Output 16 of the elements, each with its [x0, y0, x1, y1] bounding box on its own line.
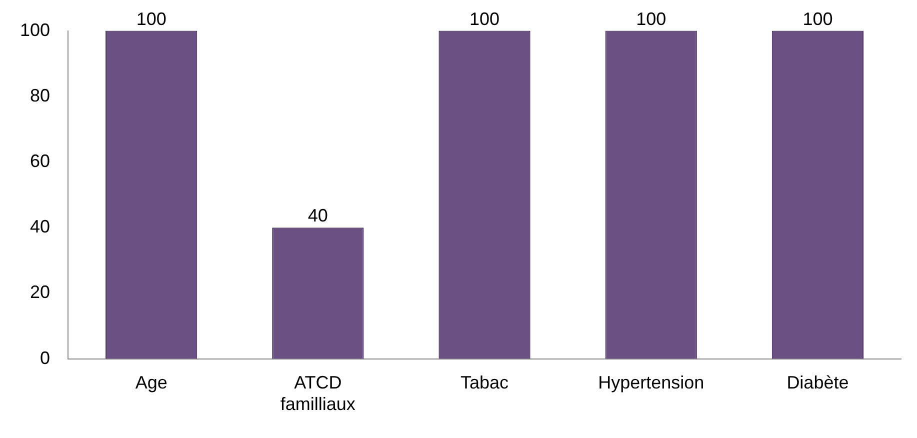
data-label: 100: [469, 8, 500, 29]
data-label: 100: [802, 8, 833, 29]
data-label: 100: [636, 8, 666, 29]
y-tick-label: 20: [30, 282, 50, 302]
y-tick-label: 0: [40, 348, 50, 368]
x-tick-label: Age: [135, 372, 168, 393]
y-tick-label: 100: [20, 20, 50, 40]
data-label: 40: [308, 206, 328, 226]
y-tick-label: 60: [30, 150, 50, 171]
data-label: 100: [136, 8, 166, 29]
y-tick-label: 80: [30, 85, 50, 106]
x-tick-label: Hypertension: [598, 372, 704, 393]
x-tick-label: Tabac: [460, 372, 509, 393]
y-tick-label: 40: [30, 216, 50, 237]
x-tick-label: Diabète: [786, 372, 849, 393]
x-tick-label: ATCD familliaux: [280, 372, 356, 414]
